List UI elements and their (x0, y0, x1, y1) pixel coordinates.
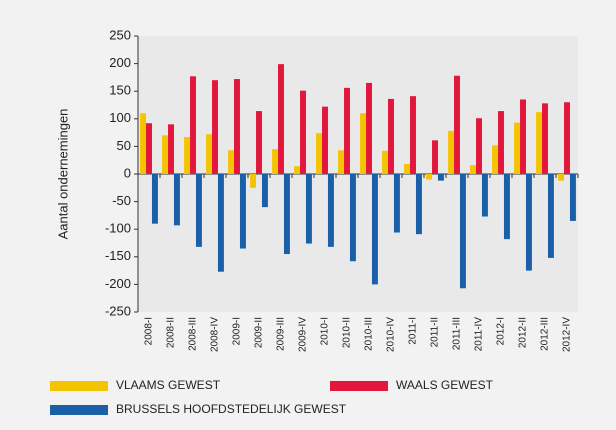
bar (432, 140, 438, 174)
bar (542, 103, 548, 174)
x-tick-label: 2009-III (276, 317, 287, 351)
bar (283, 174, 290, 255)
bar (316, 133, 323, 174)
x-tick-label: 2008-IV (210, 317, 221, 352)
bar (261, 174, 268, 208)
x-tick-label: 2012-II (518, 317, 529, 348)
legend-label: VLAAMS GEWEST (116, 378, 221, 392)
bar (217, 174, 224, 272)
bar (239, 174, 246, 249)
bar (514, 122, 521, 174)
x-tick-label: 2011-III (452, 317, 463, 350)
x-tick-label: 2008-II (166, 317, 177, 348)
bar (476, 118, 482, 174)
legend-label: WAALS GEWEST (396, 378, 494, 392)
bar (360, 113, 367, 174)
bar (371, 174, 378, 285)
bar (410, 96, 416, 174)
bar (382, 150, 389, 174)
y-tick-label: 200 (109, 55, 131, 70)
bar (558, 174, 565, 181)
bar (151, 174, 158, 224)
x-tick-label: 2010-I (320, 317, 331, 345)
x-tick-label: 2012-IV (562, 317, 573, 352)
x-tick-label: 2009-IV (298, 317, 309, 352)
bar (366, 82, 372, 174)
bar (525, 174, 532, 271)
y-tick-label: -150 (105, 248, 131, 263)
bar (448, 130, 455, 174)
y-axis-label: Aantal ondernemingen (55, 109, 70, 240)
bar (327, 174, 334, 247)
bar (569, 174, 576, 221)
x-tick-label: 2010-III (364, 317, 375, 351)
bar (349, 174, 356, 262)
bar (437, 174, 444, 181)
bar (272, 149, 279, 174)
bar (300, 90, 306, 174)
x-tick-label: 2008-III (188, 317, 199, 351)
bar (140, 113, 147, 174)
bar (481, 174, 488, 217)
bar (234, 79, 240, 174)
legend-label: BRUSSELS HOOFDSTEDELIJK GEWEST (116, 402, 347, 416)
y-tick-label: 50 (117, 138, 131, 153)
bar (344, 87, 350, 174)
bar (426, 174, 433, 180)
bar (162, 135, 169, 174)
bar (503, 174, 510, 240)
bar (168, 124, 174, 174)
x-tick-label: 2012-III (540, 317, 551, 351)
x-tick-label: 2009-I (232, 317, 243, 345)
bar (338, 150, 345, 174)
legend-swatch (50, 405, 108, 415)
x-tick-label: 2011-IV (474, 317, 485, 352)
bar (278, 64, 284, 174)
bar (520, 99, 526, 174)
bar (146, 123, 152, 174)
bar (470, 165, 477, 174)
bar (228, 150, 235, 174)
x-tick-label: 2010-IV (386, 317, 397, 352)
bar (256, 111, 262, 174)
bar (564, 102, 570, 174)
y-tick-label: -250 (105, 303, 131, 318)
bar (498, 111, 504, 174)
bar (212, 80, 218, 174)
bar (195, 174, 202, 247)
x-tick-label: 2008-I (144, 317, 155, 345)
bar (250, 174, 257, 188)
x-tick-label: 2011-I (408, 317, 419, 345)
bar (547, 174, 554, 258)
bar (173, 174, 180, 226)
y-tick-label: -100 (105, 221, 131, 236)
bar (190, 76, 196, 174)
x-tick-label: 2010-II (342, 317, 353, 348)
bar (305, 174, 312, 244)
legend-swatch (330, 381, 388, 391)
x-tick-label: 2009-II (254, 317, 265, 348)
bar (388, 98, 394, 174)
bar (454, 75, 460, 174)
x-tick-label: 2012-I (496, 317, 507, 345)
y-tick-label: 0 (124, 165, 131, 180)
x-tick-label: 2011-II (430, 317, 441, 347)
y-tick-label: -200 (105, 276, 131, 291)
bar (415, 174, 422, 235)
y-tick-label: 250 (109, 27, 131, 42)
y-tick-label: -50 (112, 193, 131, 208)
bar (184, 137, 191, 174)
bar (294, 166, 301, 174)
bar (322, 106, 328, 174)
bar (404, 164, 411, 174)
y-tick-label: 150 (109, 83, 131, 98)
bar (536, 112, 543, 174)
bar (393, 174, 400, 233)
bar (492, 145, 499, 174)
y-tick-label: 100 (109, 110, 131, 125)
bar (206, 134, 213, 174)
bar (459, 174, 466, 289)
legend-swatch (50, 381, 108, 391)
